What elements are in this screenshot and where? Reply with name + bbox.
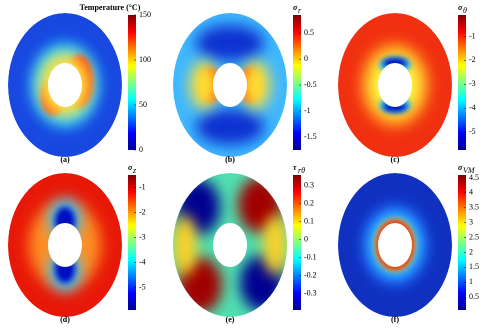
colorbar-label: σ xyxy=(458,3,463,12)
colorbar-tick-label: -1 xyxy=(304,106,311,115)
panel: (b) σ r -1.5 -1 -0.5 0 0.5 xyxy=(173,3,317,164)
colorbar-tick-label: -0.1 xyxy=(304,253,317,262)
colorbar-tick-label: -5 xyxy=(139,282,146,291)
colorbar xyxy=(458,15,466,150)
colorbar-tick-label: -1 xyxy=(139,182,146,191)
caption: (c) xyxy=(391,155,400,164)
colorbar-tick-label: 100 xyxy=(139,55,151,64)
hole xyxy=(48,223,82,267)
colorbar-tick-label: 0.1 xyxy=(304,217,314,226)
colorbar-tick-label: 0.2 xyxy=(304,199,314,208)
colorbar-label-sub: rθ xyxy=(298,166,305,175)
colorbar-tick-label: -0.2 xyxy=(304,271,317,280)
caption: (e) xyxy=(226,315,235,324)
colorbar xyxy=(128,175,136,310)
colorbar-tick-label: -0.3 xyxy=(304,289,317,298)
panel: (c) σ θ -5 -4 -3 -2 -1 xyxy=(338,3,476,164)
panel: (f) σ VM 0.5 1 1.5 2 2.5 3 3.5 4 4.5 xyxy=(338,163,479,324)
colorbar-label: Temperature (°C) xyxy=(80,3,141,12)
colorbar xyxy=(128,15,136,150)
colorbar-tick-label: 0 xyxy=(139,145,143,154)
colorbar-tick-label: -4 xyxy=(139,257,146,266)
hole xyxy=(213,223,247,267)
colorbar-tick-label: 1 xyxy=(469,277,473,286)
colorbar-tick-label: 150 xyxy=(139,10,151,19)
field-region xyxy=(196,109,264,145)
colorbar xyxy=(293,175,301,310)
colorbar-label-sub: VM xyxy=(463,166,476,175)
field-region xyxy=(263,215,287,275)
colorbar-tick-label: -2 xyxy=(469,55,476,64)
colorbar xyxy=(293,15,301,150)
hole xyxy=(48,63,82,107)
colorbar-label-sub: z xyxy=(132,166,137,175)
field-region xyxy=(190,61,218,109)
colorbar-tick-label: 4.5 xyxy=(469,173,479,182)
colorbar-tick-label: 0 xyxy=(304,54,308,63)
panel: (d) σ z -5 -4 -3 -2 -1 xyxy=(8,163,146,324)
colorbar-label: σ xyxy=(128,163,133,172)
panel: (a) Temperature (°C) 0 50 100 150 xyxy=(8,3,151,164)
colorbar xyxy=(458,175,466,310)
hole xyxy=(378,223,412,267)
colorbar-tick-label: 50 xyxy=(139,100,147,109)
panel: (e) τ rθ -0.3 -0.2 -0.1 0 0.1 0.2 0.3 xyxy=(173,163,317,324)
colorbar-tick-label: 0.5 xyxy=(304,28,314,37)
caption: (a) xyxy=(60,155,70,164)
colorbar-tick-label: -0.5 xyxy=(304,80,317,89)
colorbar-label-sub: r xyxy=(298,6,302,15)
colorbar-tick-label: 2.5 xyxy=(469,232,479,241)
colorbar-tick-label: -4 xyxy=(469,103,476,112)
colorbar-tick-label: 0.3 xyxy=(304,181,314,190)
field-region xyxy=(173,215,197,275)
colorbar-tick-label: 0 xyxy=(304,235,308,244)
hole xyxy=(378,63,412,107)
colorbar-tick-label: 3 xyxy=(469,218,473,227)
colorbar-label: τ xyxy=(293,163,297,172)
caption: (d) xyxy=(60,315,70,324)
colorbar-label: σ xyxy=(293,3,298,12)
colorbar-tick-label: 4 xyxy=(469,188,473,197)
colorbar-tick-label: 1.5 xyxy=(469,262,479,271)
colorbar-label-sub: θ xyxy=(463,6,467,15)
colorbar-label: σ xyxy=(458,163,463,172)
colorbar-tick-label: -3 xyxy=(469,79,476,88)
colorbar-tick-label: -3 xyxy=(139,232,146,241)
field-region xyxy=(242,61,270,109)
colorbar-tick-label: -2 xyxy=(139,207,146,216)
field-region xyxy=(196,25,264,61)
caption: (b) xyxy=(225,155,235,164)
caption: (f) xyxy=(391,315,399,324)
colorbar-tick-label: -1.5 xyxy=(304,132,317,141)
colorbar-tick-label: 2 xyxy=(469,247,473,256)
colorbar-tick-label: -5 xyxy=(469,127,476,136)
hole xyxy=(213,63,247,107)
colorbar-tick-label: 3.5 xyxy=(469,203,479,212)
colorbar-tick-label: 0.5 xyxy=(469,292,479,301)
colorbar-tick-label: -1 xyxy=(469,31,476,40)
